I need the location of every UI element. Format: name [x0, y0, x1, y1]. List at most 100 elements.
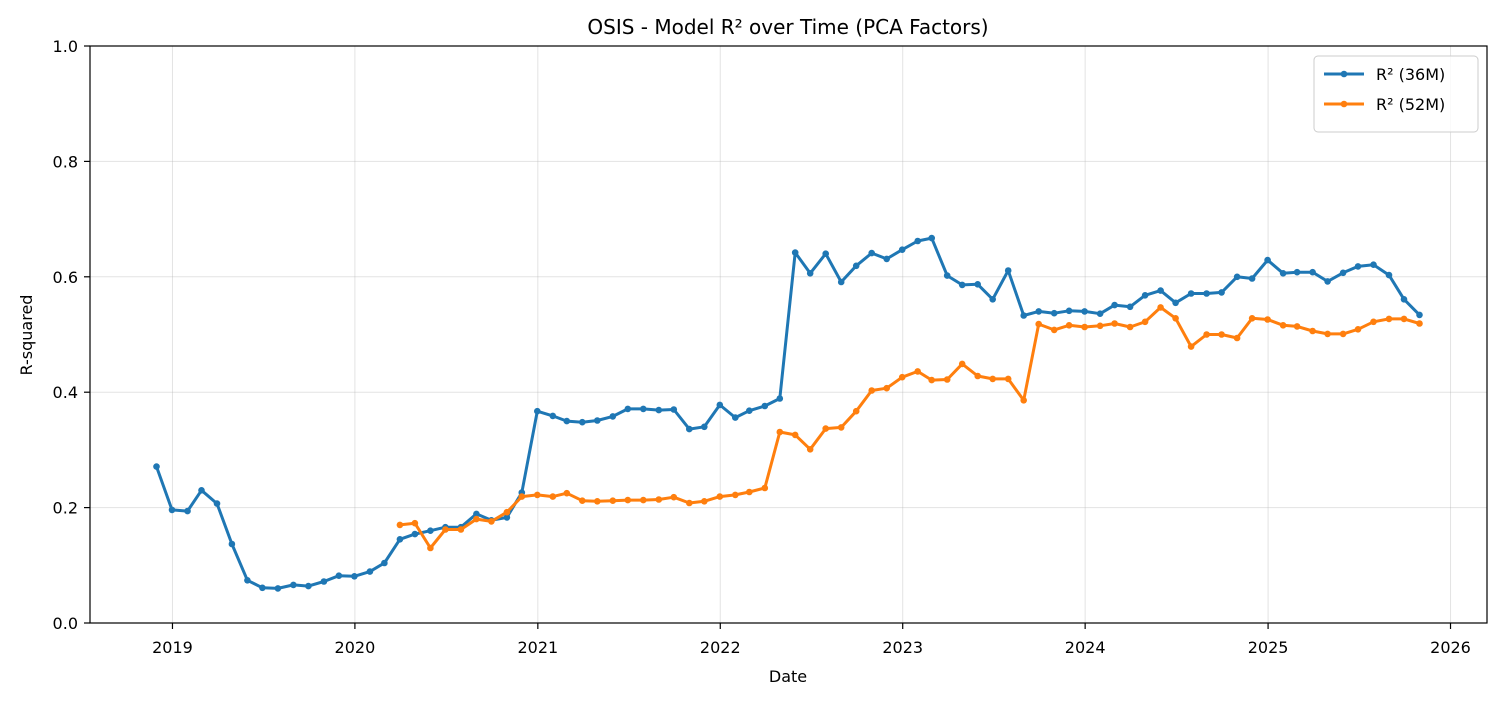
data-point: [746, 407, 753, 415]
data-point: [822, 250, 829, 257]
data-point: [989, 375, 996, 383]
data-point: [1020, 312, 1027, 319]
data-point: [427, 527, 434, 534]
data-point: [716, 401, 724, 409]
data-point: [898, 373, 906, 381]
data-point: [1248, 315, 1256, 322]
data-point: [1111, 320, 1118, 327]
data-point: [1141, 318, 1149, 326]
y-tick-label: 0.4: [53, 383, 78, 402]
data-point: [624, 496, 632, 504]
chart-title: OSIS - Model R² over Time (PCA Factors): [587, 15, 988, 39]
data-point: [928, 234, 935, 242]
data-point: [473, 515, 480, 523]
x-tick-label: 2026: [1430, 638, 1471, 657]
legend-swatch-marker: [1340, 100, 1348, 108]
x-tick-label: 2024: [1065, 638, 1106, 657]
data-point: [503, 514, 511, 521]
data-point: [670, 493, 678, 501]
data-point: [609, 497, 617, 505]
y-tick-label: 0.6: [53, 268, 78, 287]
data-point: [852, 262, 860, 270]
data-point: [791, 249, 799, 256]
x-tick-label: 2025: [1248, 638, 1289, 657]
data-point: [1065, 307, 1073, 315]
data-point: [1096, 322, 1104, 330]
data-point: [1264, 316, 1271, 323]
data-point: [943, 376, 951, 383]
data-point: [974, 372, 981, 380]
x-tick-label: 2022: [700, 638, 741, 657]
data-point: [1400, 296, 1408, 303]
data-point: [1354, 326, 1362, 333]
data-point: [396, 521, 404, 529]
x-tick-label: 2020: [335, 638, 376, 657]
data-point: [1065, 322, 1073, 329]
legend-label: R² (52M): [1376, 95, 1445, 114]
data-point: [943, 272, 951, 279]
data-point: [746, 488, 753, 496]
data-point: [320, 578, 328, 585]
data-point: [1339, 330, 1347, 338]
data-point: [184, 507, 191, 515]
data-point: [914, 237, 921, 245]
data-point: [1187, 290, 1195, 297]
data-point: [716, 493, 724, 500]
x-axis-title: Date: [769, 667, 807, 686]
data-point: [670, 406, 678, 413]
data-point: [806, 270, 814, 277]
data-point: [1416, 311, 1423, 319]
data-point: [396, 536, 404, 543]
data-point: [534, 407, 541, 415]
data-point: [868, 249, 875, 257]
legend: R² (36M) R² (52M): [1313, 55, 1479, 133]
y-axis-ticks: 0.0 0.2 0.4 0.6 0.8 1.0: [53, 37, 90, 633]
data-point: [1004, 267, 1012, 274]
data-point: [549, 493, 557, 500]
data-point: [244, 577, 251, 584]
data-point: [928, 376, 935, 384]
data-point: [1370, 261, 1377, 269]
data-point: [594, 498, 601, 505]
y-tick-label: 0.2: [53, 499, 78, 518]
data-point: [1218, 289, 1225, 296]
data-point: [1126, 323, 1134, 331]
data-point: [563, 417, 571, 425]
data-point: [701, 423, 708, 431]
data-point: [305, 582, 312, 590]
data-point: [791, 431, 799, 439]
data-point: [549, 412, 557, 420]
data-point: [837, 278, 845, 286]
series-layer: [153, 234, 1423, 592]
data-point: [563, 489, 571, 497]
data-point: [488, 518, 495, 525]
data-point: [381, 559, 388, 567]
data-point: [776, 395, 784, 402]
data-point: [868, 387, 875, 394]
data-point: [1339, 269, 1347, 277]
data-point: [1081, 323, 1088, 331]
data-point: [1126, 303, 1134, 311]
data-point: [153, 463, 160, 470]
data-point: [1233, 273, 1241, 281]
data-point: [1279, 270, 1287, 277]
data-point: [1096, 310, 1104, 318]
data-point: [1248, 275, 1256, 282]
data-point: [1416, 320, 1423, 327]
data-point: [914, 368, 921, 375]
data-point: [259, 584, 266, 592]
data-point: [518, 493, 526, 500]
data-point: [1385, 315, 1393, 323]
data-point: [1203, 290, 1210, 297]
data-point: [974, 281, 981, 288]
data-point: [534, 491, 541, 499]
data-point: [1172, 299, 1179, 307]
data-point: [579, 497, 586, 505]
data-point: [761, 484, 769, 492]
data-point: [686, 499, 693, 507]
data-point: [655, 406, 663, 414]
data-point: [732, 491, 739, 499]
data-point: [883, 384, 890, 392]
